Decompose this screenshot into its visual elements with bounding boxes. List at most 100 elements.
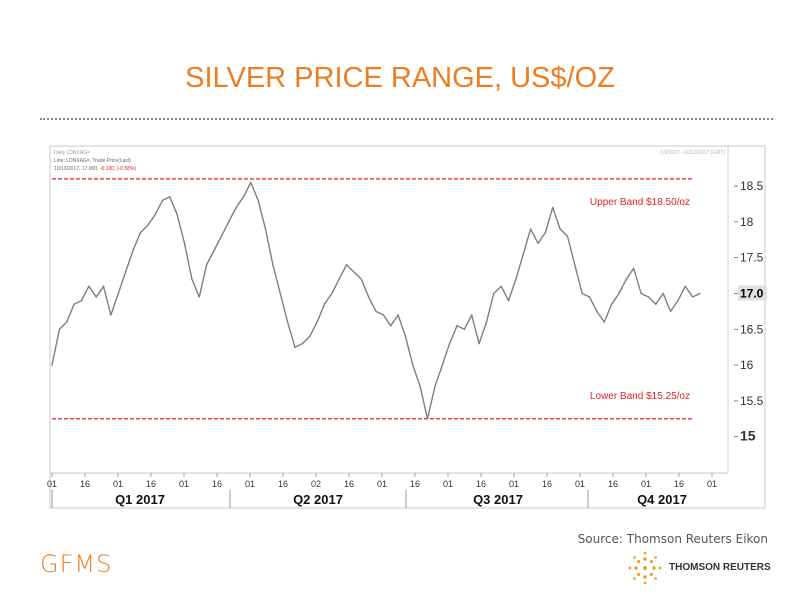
price-point-64: [522, 253, 524, 255]
price-point-22: [213, 249, 215, 252]
slide-title: SILVER PRICE RANGE, US$/OZ: [185, 62, 615, 94]
thomson-reuters-logo: THOMSON REUTERS: [625, 550, 785, 586]
chart-header-line2: Line; LDNXAG=, Trade Price(Last): [54, 158, 131, 164]
price-point-3: [73, 303, 75, 305]
price-point-35: [309, 335, 311, 338]
x-tick-label-2: 01: [113, 479, 123, 489]
last-value-box: [738, 285, 767, 301]
price-point-83: [662, 292, 664, 295]
price-point-68: [552, 206, 554, 209]
price-point-56: [463, 328, 466, 330]
price-point-47: [397, 314, 399, 316]
y-tick-label-4: 16.5: [740, 322, 764, 336]
price-point-73: [588, 296, 591, 298]
price-point-8: [110, 314, 112, 316]
y-tick-label-2: 17.5: [740, 251, 764, 265]
price-point-52: [434, 385, 436, 388]
quarter-label-1: Q2 2017: [293, 492, 343, 507]
price-point-23: [220, 235, 223, 237]
price-point-79: [633, 267, 635, 270]
price-point-36: [316, 321, 318, 323]
price-point-61: [500, 285, 502, 288]
price-point-75: [603, 321, 605, 323]
x-tick-label-0: 01: [47, 479, 57, 489]
x-tick-label-20: 01: [707, 479, 717, 489]
x-tick-label-6: 01: [245, 479, 255, 489]
band-label-0: Upper Band $18.50/oz: [590, 197, 690, 208]
price-point-39: [338, 278, 340, 280]
price-point-87: [691, 296, 694, 298]
x-tick-label-17: 16: [608, 479, 618, 489]
price-point-70: [566, 235, 569, 237]
price-point-49: [412, 364, 414, 366]
price-point-4: [80, 299, 83, 302]
price-point-84: [669, 310, 672, 313]
price-point-45: [382, 314, 385, 316]
price-point-31: [279, 292, 281, 295]
price-point-80: [640, 292, 642, 295]
thomson-reuters-emblem-icon: [628, 551, 662, 585]
price-point-86: [684, 285, 686, 288]
y-tick-label-3: 17.0: [740, 286, 764, 300]
series-layer: [51, 181, 701, 420]
x-tick-label-19: 16: [674, 479, 684, 489]
x-tick-label-16: 01: [575, 479, 585, 489]
title-divider: [40, 118, 773, 120]
y-tick-label-7: 15: [740, 428, 756, 444]
price-point-33: [294, 346, 296, 348]
price-point-32: [286, 321, 289, 323]
x-tick-label-3: 16: [146, 479, 156, 489]
price-point-12: [139, 231, 142, 234]
chart-header-change: -0.100, (-0.58%): [100, 166, 136, 172]
source-note: Source: Thomson Reuters Eikon: [577, 532, 768, 546]
x-tick-label-12: 01: [443, 479, 453, 489]
price-point-85: [677, 299, 679, 302]
price-point-50: [419, 385, 421, 388]
price-point-21: [205, 264, 208, 266]
price-point-48: [404, 335, 407, 338]
chart-header-date-value: 10/13/2017, 17.000,: [54, 166, 100, 172]
price-point-25: [235, 206, 237, 209]
price-point-88: [699, 292, 701, 295]
y-tick-label-1: 18: [740, 215, 754, 229]
price-point-13: [147, 224, 149, 227]
chart-header-line1: Daily LDNXAG=: [54, 150, 90, 156]
x-tick-label-11: 16: [410, 479, 420, 489]
price-point-37: [323, 303, 326, 305]
band-layer: Upper Band $18.50/oz Lower Band $15.25/oz: [52, 178, 692, 420]
price-point-18: [183, 242, 186, 245]
x-tick-label-4: 01: [179, 479, 189, 489]
price-point-27: [250, 181, 252, 184]
price-point-59: [485, 321, 488, 323]
x-tick-label-18: 01: [641, 479, 651, 489]
price-point-74: [596, 310, 598, 313]
y-tick-label-0: 18.5: [740, 179, 764, 193]
x-tick-label-8: 02: [311, 479, 321, 489]
price-point-1: [58, 328, 61, 330]
price-point-78: [625, 278, 628, 280]
price-point-46: [390, 324, 392, 327]
price-point-15: [161, 199, 164, 202]
price-point-69: [559, 228, 561, 230]
price-point-53: [441, 364, 443, 366]
x-tick-label-13: 16: [476, 479, 486, 489]
price-point-5: [88, 285, 90, 288]
price-point-11: [132, 249, 134, 252]
x-tick-label-7: 16: [278, 479, 288, 489]
silver-price-chart: Daily LDNXAG= Line; LDNXAG=, Trade Price…: [47, 145, 767, 509]
price-point-10: [124, 271, 127, 273]
price-point-29: [264, 228, 267, 230]
price-point-58: [478, 342, 480, 345]
x-axis: 01 16 01 16 01 16 01 16 02 16 01 16 01 16 01 16 01 16 01 16…: [47, 472, 728, 508]
price-point-72: [581, 292, 583, 295]
price-point-2: [66, 321, 68, 323]
price-point-82: [655, 303, 657, 305]
chart-header-line3: 10/13/2017, 17.000, -0.100, (-0.58%): [54, 166, 136, 172]
price-point-20: [198, 296, 200, 298]
x-tick-label-10: 01: [377, 479, 387, 489]
price-point-60: [493, 292, 495, 295]
price-point-54: [448, 342, 451, 345]
band-label-1: Lower Band $15.25/oz: [590, 391, 690, 402]
y-tick-label-6: 15.5: [740, 394, 764, 408]
quarter-label-0: Q1 2017: [115, 492, 165, 507]
